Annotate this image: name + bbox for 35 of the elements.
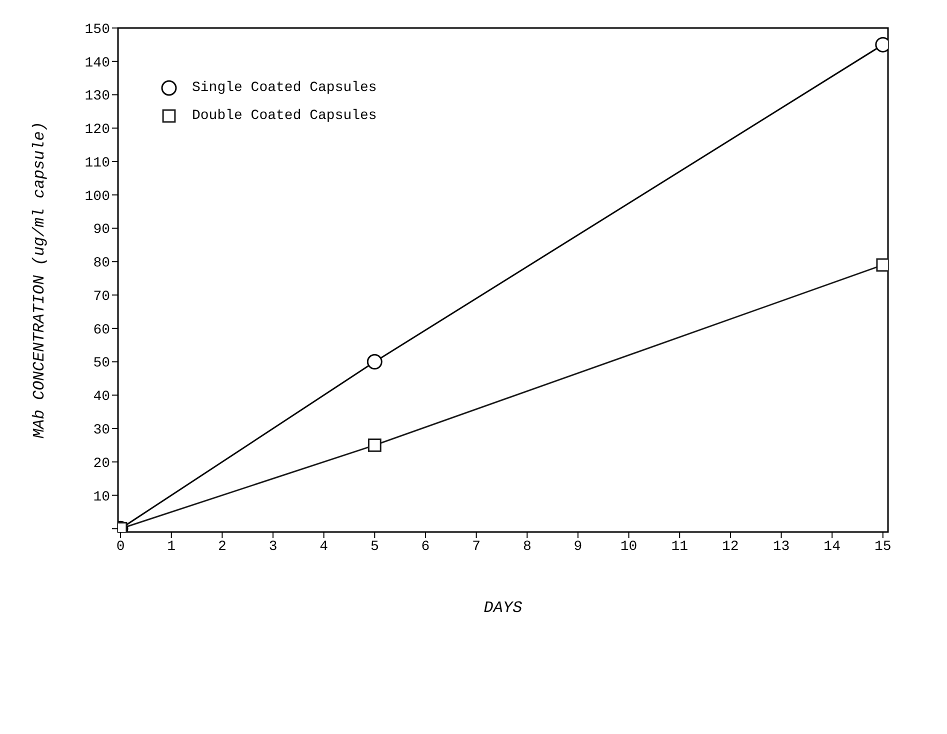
legend-label: Single Coated Capsules: [192, 80, 377, 96]
y-axis-title: MAb CONCENTRATION (ug/ml capsule): [30, 122, 49, 438]
x-tick-label: 8: [522, 538, 532, 555]
legend-label: Double Coated Capsules: [192, 108, 377, 124]
y-tick-label: 40: [93, 389, 110, 406]
x-tick-label: 12: [722, 538, 739, 555]
y-tick-label: 20: [93, 456, 110, 472]
y-tick-label: 30: [93, 422, 110, 438]
y-tick-label: 150: [84, 22, 110, 38]
x-tick-label: 9: [574, 538, 582, 555]
y-tick-label: 10: [93, 489, 110, 506]
x-tick-label: 7: [472, 538, 481, 555]
y-tick-label: 130: [84, 88, 110, 105]
y-tick-label: 120: [84, 122, 110, 138]
y-tick-label: 90: [93, 222, 110, 238]
y-tick-label: 60: [93, 322, 110, 338]
x-tick-label: 3: [268, 538, 278, 555]
x-tick-label: 10: [620, 538, 638, 555]
x-tick-label: 2: [218, 538, 226, 555]
y-tick-label: 140: [84, 55, 110, 72]
x-tick-label: 5: [370, 538, 379, 555]
y-tick-label: 70: [93, 288, 110, 305]
y-tick-label: 110: [84, 155, 110, 172]
x-axis-title: DAYS: [484, 599, 523, 617]
y-tick-label: 80: [93, 256, 110, 272]
x-tick-label: 11: [671, 538, 688, 555]
x-tick-label: 13: [772, 538, 790, 555]
x-tick-label: 0: [116, 538, 125, 555]
y-tick-label: 100: [84, 188, 110, 205]
x-tick-label: 6: [421, 538, 430, 555]
y-tick-label: 50: [93, 356, 110, 372]
x-tick-label: 1: [167, 538, 176, 555]
x-tick-label: 14: [824, 538, 840, 555]
x-tick-label: 4: [320, 538, 328, 555]
x-tick-label: 15: [874, 538, 892, 555]
